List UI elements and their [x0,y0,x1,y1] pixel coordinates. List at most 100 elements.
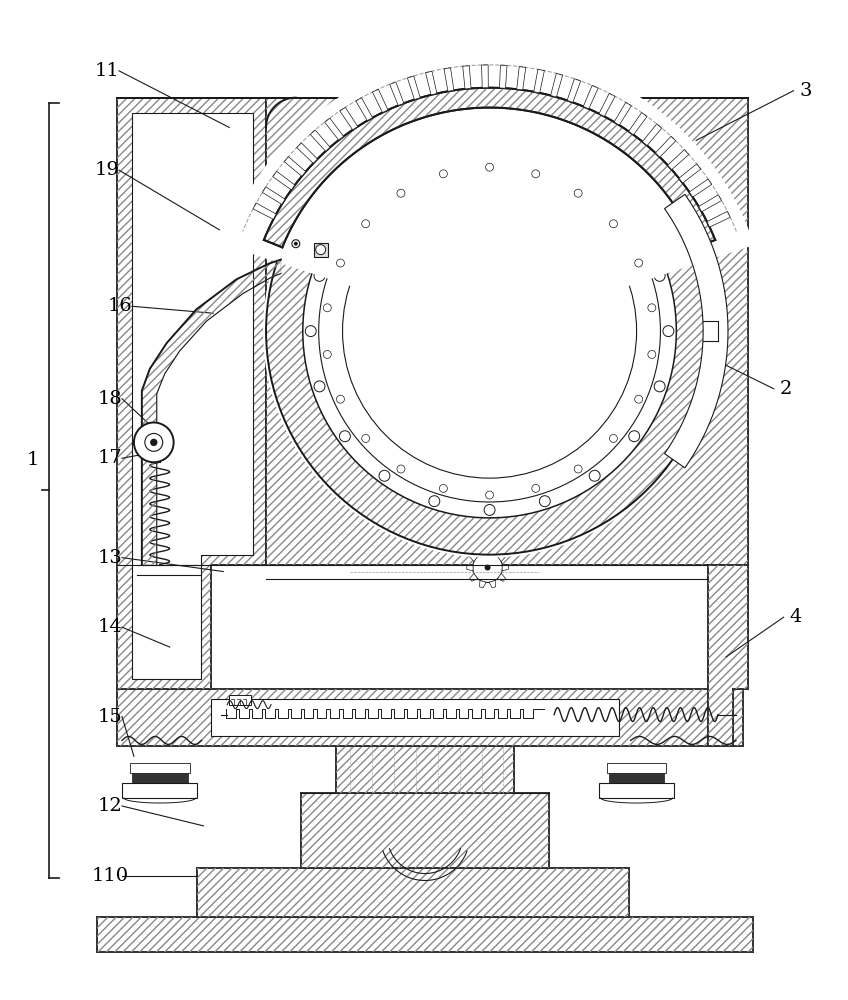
Circle shape [379,181,390,192]
Circle shape [343,184,637,478]
Text: 13: 13 [98,549,122,567]
Polygon shape [132,113,253,679]
Polygon shape [667,150,689,170]
Polygon shape [567,79,581,102]
Polygon shape [122,783,198,798]
Text: 18: 18 [98,390,122,408]
Polygon shape [533,69,544,93]
Circle shape [339,221,350,231]
Polygon shape [273,241,279,246]
Polygon shape [340,107,358,130]
Circle shape [315,245,326,255]
Polygon shape [466,564,473,571]
Circle shape [339,431,350,442]
Circle shape [305,326,316,337]
Circle shape [539,156,550,167]
Polygon shape [281,225,287,232]
Polygon shape [689,179,711,197]
Circle shape [628,221,639,231]
Polygon shape [130,763,190,773]
Polygon shape [117,98,266,689]
Circle shape [292,240,300,248]
Polygon shape [197,868,628,917]
Polygon shape [325,118,343,140]
Polygon shape [273,171,295,190]
Polygon shape [310,130,330,151]
Circle shape [303,144,677,518]
Polygon shape [372,89,388,113]
Polygon shape [708,565,748,746]
Polygon shape [502,564,508,571]
Circle shape [484,504,495,515]
Polygon shape [297,143,317,163]
Polygon shape [262,187,285,204]
Circle shape [379,470,390,481]
Polygon shape [707,211,730,227]
Circle shape [589,470,600,481]
Polygon shape [253,203,276,219]
Text: 15: 15 [98,708,122,726]
Circle shape [314,270,325,281]
Circle shape [134,423,174,462]
Polygon shape [583,85,598,109]
Polygon shape [699,195,722,212]
Circle shape [654,270,665,281]
Text: 19: 19 [95,161,120,179]
Bar [314,243,327,257]
Text: 17: 17 [98,449,122,467]
Polygon shape [470,573,477,581]
Text: 110: 110 [92,867,129,885]
Polygon shape [356,98,372,121]
Polygon shape [489,580,496,588]
Text: 14: 14 [98,618,122,636]
Polygon shape [301,793,550,868]
Polygon shape [628,113,647,135]
Polygon shape [479,580,486,588]
Circle shape [539,496,550,507]
Polygon shape [599,783,674,798]
Polygon shape [98,917,753,952]
Polygon shape [281,255,287,262]
Circle shape [654,381,665,392]
Circle shape [314,381,325,392]
Text: 4: 4 [789,608,801,626]
Polygon shape [470,554,477,562]
Text: 2: 2 [779,380,792,398]
Bar [229,695,251,705]
Circle shape [294,242,298,246]
Polygon shape [304,255,311,262]
Polygon shape [211,699,619,736]
Polygon shape [289,259,295,266]
Polygon shape [643,124,661,146]
Text: 16: 16 [108,297,132,315]
Circle shape [589,181,600,192]
Circle shape [429,496,440,507]
Circle shape [472,553,503,582]
Polygon shape [463,66,471,89]
Polygon shape [304,225,311,232]
Polygon shape [679,164,700,183]
Polygon shape [614,102,632,125]
Polygon shape [489,547,496,555]
Polygon shape [390,82,404,106]
Polygon shape [310,233,317,239]
Polygon shape [310,249,317,255]
Polygon shape [313,241,319,246]
Polygon shape [336,746,515,793]
Polygon shape [516,67,526,90]
Polygon shape [656,136,676,157]
Circle shape [429,156,440,167]
Polygon shape [297,259,303,266]
Polygon shape [498,554,505,562]
Circle shape [484,147,495,158]
Polygon shape [275,233,282,239]
Polygon shape [297,221,303,228]
Polygon shape [284,157,306,176]
Circle shape [263,105,716,558]
Circle shape [628,431,639,442]
Circle shape [279,227,313,261]
Polygon shape [665,194,728,468]
Polygon shape [599,93,615,116]
Circle shape [663,326,674,337]
Polygon shape [444,68,454,91]
